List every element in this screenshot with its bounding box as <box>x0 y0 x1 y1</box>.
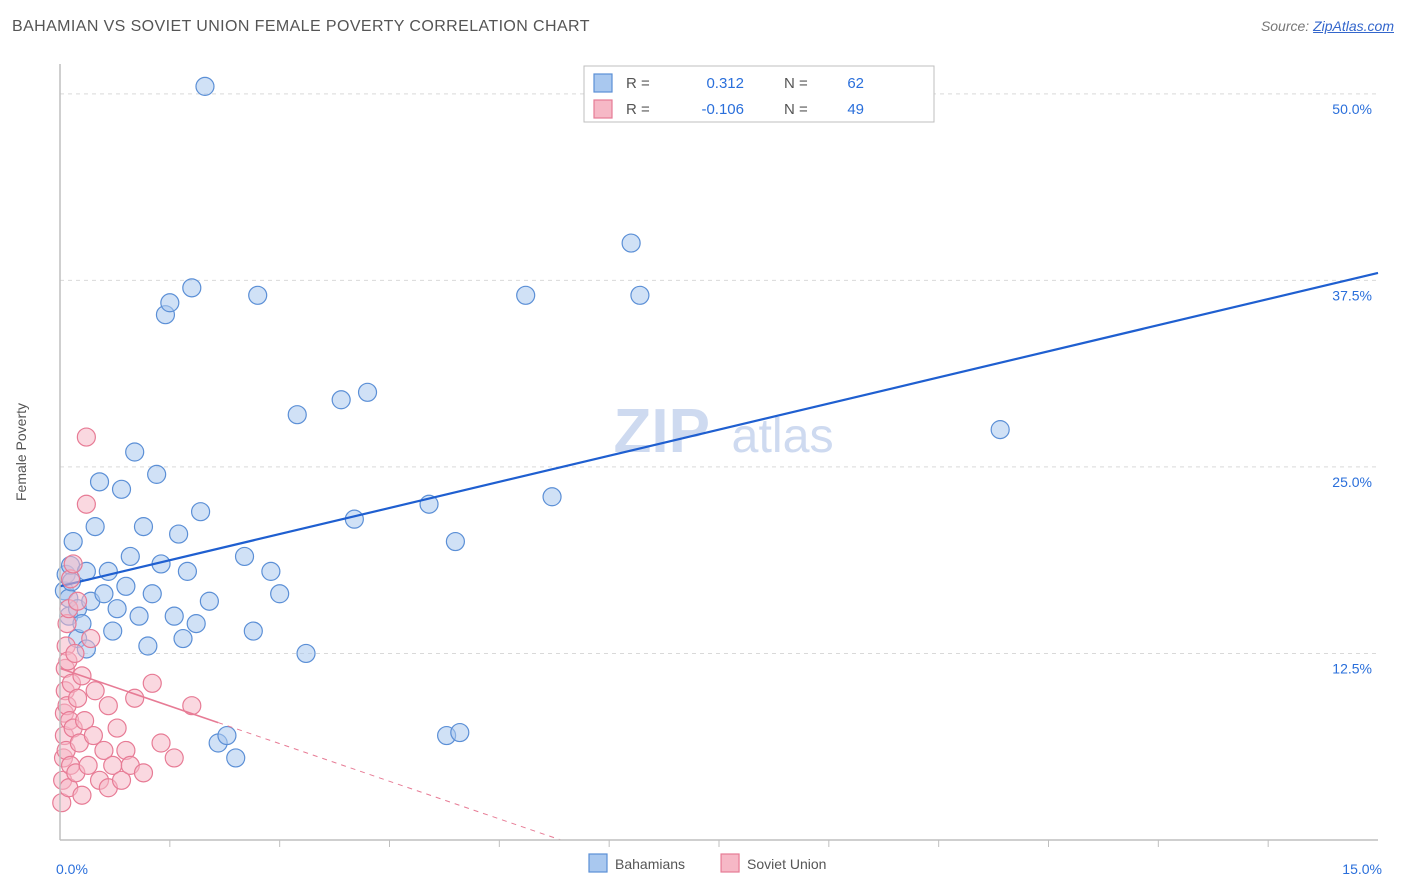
data-point <box>152 734 170 752</box>
data-point <box>200 592 218 610</box>
data-point <box>143 585 161 603</box>
data-point <box>130 607 148 625</box>
data-point <box>170 525 188 543</box>
data-point <box>517 286 535 304</box>
data-point <box>991 421 1009 439</box>
data-point <box>218 727 236 745</box>
data-point <box>543 488 561 506</box>
stats-r-label: R = <box>626 75 650 92</box>
y-tick-label: 12.5% <box>1332 660 1372 676</box>
x-tick-label: 0.0% <box>56 861 88 877</box>
y-tick-label: 25.0% <box>1332 474 1372 490</box>
stats-n-value: 49 <box>847 101 864 118</box>
data-point <box>622 234 640 252</box>
data-point <box>95 585 113 603</box>
y-tick-label: 50.0% <box>1332 101 1372 117</box>
data-point <box>99 562 117 580</box>
data-point <box>73 786 91 804</box>
correlation-scatter-chart: 12.5% 25.0% 37.5% 50.0% ZIP atlas 0.0% 15.0% Fem… <box>10 50 1396 887</box>
data-point <box>91 473 109 491</box>
data-point <box>236 547 254 565</box>
chart-title: BAHAMIAN VS SOVIET UNION FEMALE POVERTY … <box>12 18 590 35</box>
data-point <box>79 756 97 774</box>
data-point <box>108 600 126 618</box>
data-point <box>161 294 179 312</box>
data-point <box>446 533 464 551</box>
data-point <box>187 615 205 633</box>
data-point <box>104 622 122 640</box>
stats-n-label: N = <box>784 75 808 92</box>
legend-label: Bahamians <box>615 856 685 872</box>
legend-swatch <box>589 854 607 872</box>
data-point <box>99 697 117 715</box>
data-point <box>196 77 214 95</box>
stats-box: R = 0.312 N = 62 R = -0.106 N = 49 <box>584 66 934 122</box>
data-point <box>143 674 161 692</box>
data-point <box>165 749 183 767</box>
data-point <box>244 622 262 640</box>
data-point <box>451 724 469 742</box>
data-point <box>64 533 82 551</box>
stats-r-value: 0.312 <box>706 75 744 92</box>
data-point <box>359 383 377 401</box>
data-point <box>227 749 245 767</box>
data-point <box>271 585 289 603</box>
data-point <box>113 480 131 498</box>
legend-swatch <box>594 74 612 92</box>
legend-label: Soviet Union <box>747 856 826 872</box>
data-point <box>345 510 363 528</box>
data-point <box>332 391 350 409</box>
data-point <box>148 465 166 483</box>
svg-text:ZIP: ZIP <box>614 397 710 466</box>
legend-swatch <box>721 854 739 872</box>
data-point <box>117 577 135 595</box>
data-point <box>183 279 201 297</box>
stats-n-label: N = <box>784 101 808 118</box>
y-axis-label: Female Poverty <box>13 403 29 501</box>
stats-r-value: -0.106 <box>701 101 744 118</box>
source-label: Source: ZipAtlas.com <box>1261 18 1394 34</box>
source-prefix: Source: <box>1261 18 1313 34</box>
data-point <box>178 562 196 580</box>
data-point <box>86 518 104 536</box>
data-point <box>139 637 157 655</box>
data-point <box>84 727 102 745</box>
data-point <box>77 495 95 513</box>
svg-text:atlas: atlas <box>732 409 834 463</box>
data-point <box>82 630 100 648</box>
data-point <box>134 518 152 536</box>
data-point <box>69 592 87 610</box>
data-point <box>631 286 649 304</box>
data-point <box>121 547 139 565</box>
data-point <box>69 689 87 707</box>
data-point <box>64 555 82 573</box>
data-point <box>108 719 126 737</box>
data-point <box>174 630 192 648</box>
data-point <box>77 428 95 446</box>
legend-swatch <box>594 100 612 118</box>
stats-r-label: R = <box>626 101 650 118</box>
data-point <box>249 286 267 304</box>
x-tick-label: 15.0% <box>1342 861 1382 877</box>
y-tick-label: 37.5% <box>1332 287 1372 303</box>
data-point <box>262 562 280 580</box>
data-point <box>66 644 84 662</box>
source-link[interactable]: ZipAtlas.com <box>1313 18 1394 34</box>
data-point <box>126 443 144 461</box>
data-point <box>165 607 183 625</box>
data-point <box>134 764 152 782</box>
stats-n-value: 62 <box>847 75 864 92</box>
data-point <box>288 406 306 424</box>
data-point <box>297 644 315 662</box>
data-point <box>86 682 104 700</box>
data-point <box>192 503 210 521</box>
